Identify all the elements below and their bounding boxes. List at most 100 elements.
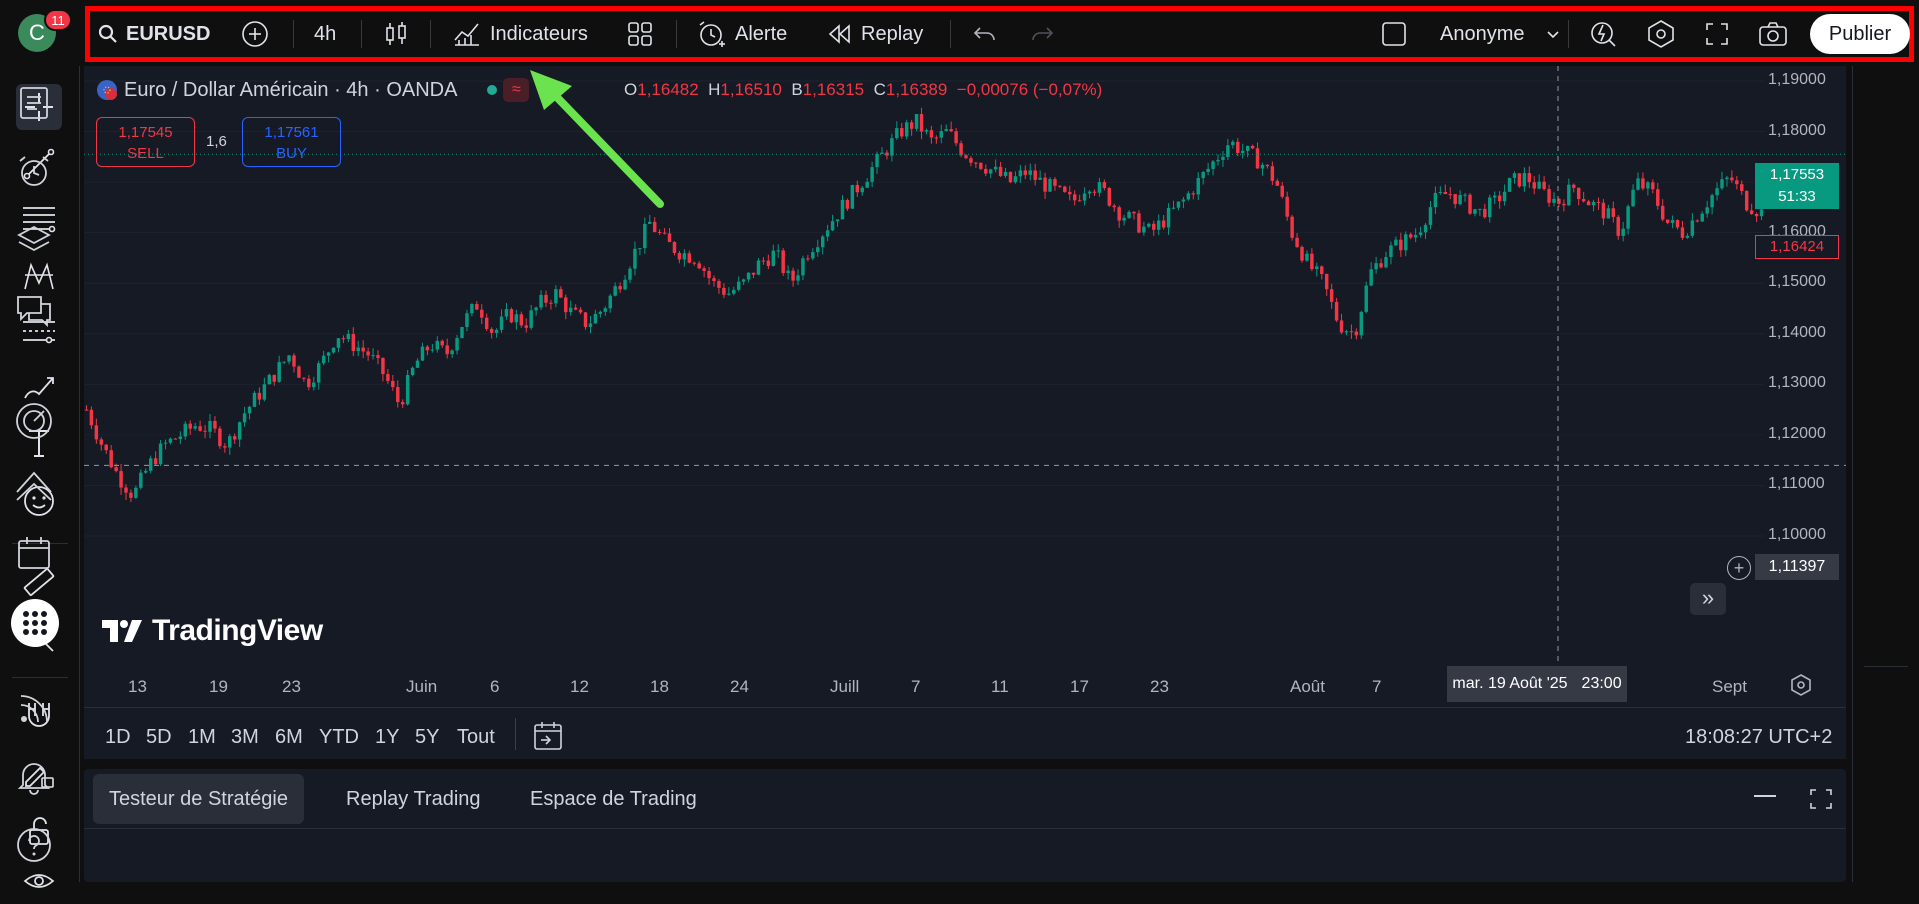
range-button-5y[interactable]: 5Y bbox=[415, 726, 440, 748]
fullscreen-icon bbox=[1706, 23, 1728, 45]
object-tree-button[interactable] bbox=[11, 218, 57, 264]
streams-button[interactable] bbox=[11, 686, 57, 732]
range-button-ytd[interactable]: YTD bbox=[319, 726, 359, 748]
chat-button[interactable] bbox=[11, 288, 57, 334]
indicators-button[interactable]: Indicateurs bbox=[452, 12, 588, 56]
range-button-1y[interactable]: 1Y bbox=[375, 726, 400, 748]
redo-button[interactable] bbox=[1029, 12, 1055, 56]
fullscreen-button[interactable] bbox=[1704, 12, 1730, 56]
time-axis-label: 24 bbox=[730, 677, 749, 696]
minimize-panel-icon[interactable] bbox=[1754, 795, 1776, 797]
bottom-tab[interactable]: Replay Trading bbox=[346, 787, 481, 810]
candle-body bbox=[1275, 180, 1280, 186]
range-button-5d[interactable]: 5D bbox=[146, 726, 172, 748]
candle-body bbox=[554, 289, 558, 304]
ideas-stream-button[interactable] bbox=[11, 398, 57, 444]
candle-body bbox=[613, 286, 617, 296]
axis-settings-button[interactable] bbox=[1789, 673, 1813, 702]
candle-body bbox=[1626, 206, 1630, 229]
candle-body bbox=[1324, 274, 1329, 290]
candle-body bbox=[781, 250, 785, 273]
candle-body bbox=[1641, 178, 1645, 189]
timezone-clock[interactable]: 18:08:27 UTC+2 bbox=[1685, 726, 1833, 748]
candle-body bbox=[751, 272, 756, 275]
undo-button[interactable] bbox=[972, 12, 998, 56]
alerts-panel-button[interactable] bbox=[11, 148, 57, 194]
candle-body bbox=[1295, 237, 1299, 247]
candle-body bbox=[1171, 207, 1176, 209]
toolbar-divider bbox=[361, 20, 362, 48]
candle-body bbox=[1369, 269, 1373, 286]
ruler-tool[interactable] bbox=[16, 559, 62, 605]
candlestick-chart[interactable] bbox=[84, 66, 1846, 707]
publish-button[interactable]: Publier bbox=[1810, 14, 1910, 54]
data-provider-badge[interactable]: ≈ bbox=[503, 78, 530, 102]
candle-body bbox=[939, 131, 944, 138]
buy-button[interactable]: 1,17561 BUY bbox=[242, 117, 341, 167]
emoji-tool[interactable] bbox=[16, 478, 62, 524]
symbol-search-button[interactable]: EURUSD bbox=[98, 12, 210, 56]
candle-body bbox=[455, 338, 459, 351]
compare-symbol-button[interactable] bbox=[241, 12, 269, 56]
candle-body bbox=[1097, 182, 1102, 193]
candle-body bbox=[746, 272, 751, 280]
alert-button[interactable]: Alerte bbox=[697, 12, 787, 56]
candle-body bbox=[1458, 194, 1462, 205]
price-axis-label: 1,12000 bbox=[1768, 424, 1826, 442]
screener-button[interactable] bbox=[11, 463, 57, 509]
watchlist-button[interactable] bbox=[11, 80, 57, 126]
scroll-to-realtime-button[interactable]: » bbox=[1690, 583, 1726, 615]
quick-search-button[interactable] bbox=[1588, 12, 1618, 56]
goto-date-button[interactable] bbox=[532, 720, 564, 757]
time-axis-label: 7 bbox=[1372, 677, 1382, 696]
range-button-1d[interactable]: 1D bbox=[105, 726, 131, 748]
candle-body bbox=[1527, 173, 1532, 183]
candle-body bbox=[1705, 207, 1709, 214]
candle-body bbox=[1107, 187, 1112, 206]
candle-body bbox=[193, 426, 197, 429]
range-button-tout[interactable]: Tout bbox=[457, 726, 495, 748]
calendar-button[interactable] bbox=[11, 530, 57, 576]
candle-body bbox=[158, 443, 163, 465]
range-button-3m[interactable]: 3M bbox=[231, 726, 259, 748]
time-axis-label: 11 bbox=[991, 677, 1009, 696]
bell-icon bbox=[17, 763, 51, 795]
candle-body bbox=[1117, 207, 1121, 221]
price-chart[interactable] bbox=[84, 66, 1846, 707]
settings-button[interactable] bbox=[1646, 12, 1676, 56]
crosshair-tool[interactable] bbox=[16, 84, 62, 130]
help-icon bbox=[17, 828, 51, 862]
maximize-panel-button[interactable] bbox=[1808, 787, 1834, 816]
mountain-icon bbox=[16, 471, 52, 501]
candle-body bbox=[1690, 220, 1695, 236]
candle-body bbox=[840, 200, 845, 220]
prediction-tool[interactable] bbox=[16, 308, 62, 354]
add-alert-plus-icon[interactable]: + bbox=[1727, 556, 1751, 580]
candle-body bbox=[1547, 189, 1551, 203]
notifications-button[interactable] bbox=[11, 754, 57, 800]
candle-body bbox=[1176, 201, 1181, 208]
replay-button[interactable]: Replay bbox=[827, 12, 923, 56]
candle-body bbox=[1038, 177, 1042, 180]
brush-tool[interactable] bbox=[16, 364, 62, 410]
symbol-label: EURUSD bbox=[126, 22, 211, 45]
layout-menu[interactable]: Anonyme bbox=[1380, 12, 1561, 56]
trend-line-tool[interactable] bbox=[16, 141, 62, 187]
range-button-6m[interactable]: 6M bbox=[275, 726, 303, 748]
crosshair-date-tag: mar. 19 Août '25 23:00 bbox=[1447, 666, 1627, 702]
chart-type-button[interactable] bbox=[383, 12, 409, 56]
bottom-tab[interactable]: Testeur de Stratégie bbox=[93, 774, 304, 824]
bottom-panel bbox=[84, 769, 1846, 882]
pattern-tool[interactable] bbox=[16, 253, 62, 299]
range-button-1m[interactable]: 1M bbox=[188, 726, 216, 748]
snapshot-button[interactable] bbox=[1758, 12, 1788, 56]
products-menu-button[interactable] bbox=[11, 599, 59, 647]
layouts-button[interactable] bbox=[626, 12, 654, 56]
candle-body bbox=[959, 143, 963, 156]
crosshair-time: 23:00 bbox=[1581, 675, 1622, 692]
candle-body bbox=[736, 281, 741, 290]
help-button[interactable] bbox=[11, 822, 57, 868]
bottom-tab[interactable]: Espace de Trading bbox=[530, 787, 697, 810]
sell-button[interactable]: 1,17545 SELL bbox=[96, 117, 195, 167]
interval-button[interactable]: 4h bbox=[314, 12, 336, 56]
